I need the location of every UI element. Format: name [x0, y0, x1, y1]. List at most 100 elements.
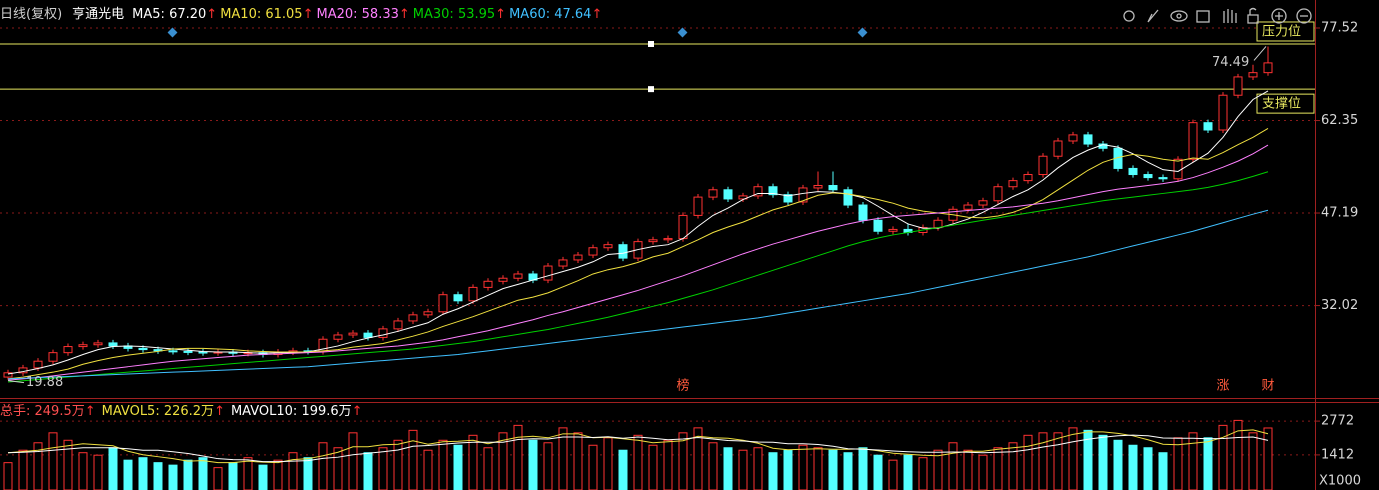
volume-bar [288, 452, 298, 490]
volume-bar [138, 457, 148, 490]
lock-icon[interactable] [1247, 7, 1259, 24]
candle-body [543, 265, 553, 281]
candle-body [108, 342, 118, 347]
legend-entry: MAVOL5: 226.2万 [102, 404, 214, 419]
volume-bar [123, 459, 133, 490]
box-icon[interactable] [1196, 10, 1210, 23]
candle-body [708, 189, 718, 198]
volume-bar [63, 439, 73, 490]
volume-bar [153, 462, 163, 490]
level-tag [1256, 21, 1315, 42]
legend: 总手: 249.5万↑ MAVOL5: 226.2万↑ MAVOL10: 199.6… [0, 404, 363, 419]
candle-body [813, 185, 823, 189]
zoom-in-plus [1275, 12, 1283, 20]
volume-bar [1113, 439, 1123, 490]
candle-body [933, 219, 943, 229]
candle-body [828, 185, 838, 191]
candle-body [603, 244, 613, 249]
volume-bar [888, 459, 898, 490]
event-marker [677, 27, 688, 38]
volume-bar [453, 444, 463, 490]
legend-entry: MA5: 67.20 [132, 7, 206, 22]
candle-body [1173, 158, 1183, 180]
draw-icon[interactable] [1147, 9, 1159, 23]
volume-bar [1128, 444, 1138, 490]
volume-bar [183, 459, 193, 490]
ma-line [7, 434, 1269, 463]
candle-body [363, 332, 373, 338]
volume-bar [78, 452, 88, 490]
legend-entry: MA30: 53.95 [413, 7, 495, 22]
event-markers [167, 27, 868, 38]
candle-body [993, 186, 1003, 202]
volume-bar [93, 454, 103, 490]
volume-bar [603, 437, 613, 490]
stock-name: 亨通光电 [72, 6, 124, 22]
volume-bar [828, 449, 838, 490]
volume-bar [243, 457, 253, 490]
ma-line [7, 209, 1269, 380]
legend-arrow: ↑ [352, 404, 363, 419]
legend-entry: MA10: 61.05 [220, 7, 302, 22]
candle-body [1128, 167, 1138, 176]
candle-body [768, 186, 778, 196]
candle-body [723, 189, 733, 200]
event-label: 榜 [676, 378, 689, 394]
candle-body [873, 219, 883, 232]
zoom-in-icon[interactable] [1271, 8, 1287, 24]
candle-body [33, 360, 43, 369]
volume-bar [318, 442, 328, 490]
toolbar[interactable] [1123, 7, 1312, 24]
volume-bar [213, 467, 223, 490]
volume-bar [873, 454, 883, 490]
volume-bar [1158, 452, 1168, 490]
candle-body [783, 194, 793, 203]
candle-body [318, 338, 328, 352]
level-label: 压力位 [1262, 24, 1301, 39]
candle-body [1053, 140, 1063, 157]
volume-bar [1068, 427, 1078, 490]
legend-entry: MA60: 47.64 [509, 7, 591, 22]
volume-bar [483, 447, 493, 490]
y-tick-label: 62.35 [1321, 113, 1358, 128]
candle-body [408, 314, 418, 322]
volume-bar [588, 444, 598, 490]
candle-body [678, 214, 688, 240]
candle-body [153, 349, 163, 352]
settings-icon[interactable] [1123, 10, 1135, 22]
volume-bar [108, 447, 118, 490]
volume-bar [468, 434, 478, 490]
candle-body [348, 332, 358, 336]
candle-body [843, 189, 853, 206]
zoom-out-icon[interactable] [1296, 8, 1312, 24]
candle-body [453, 294, 463, 302]
volume-bar [1218, 424, 1228, 490]
y-tick-label: 47.19 [1321, 206, 1358, 221]
low-pointer [7, 380, 25, 384]
candle-body [588, 247, 598, 256]
candle-body [198, 351, 208, 354]
ma-line [7, 429, 1269, 464]
view-icon[interactable] [1170, 10, 1188, 22]
candle-body [573, 254, 583, 261]
legend-arrow: ↑ [495, 7, 506, 22]
volume-bar [1263, 427, 1273, 490]
candle-body [423, 311, 433, 316]
volume-bar [678, 432, 688, 490]
hand-icon[interactable] [1223, 9, 1237, 23]
volume-bar [978, 454, 988, 490]
volume-bar [303, 457, 313, 490]
volume-bar [423, 449, 433, 490]
y-tick-label: 32.02 [1321, 298, 1358, 313]
candle-body [78, 344, 88, 348]
volume-bar [1023, 434, 1033, 490]
high-pointer [1253, 46, 1267, 61]
candle-body [693, 196, 703, 216]
candle-body [483, 280, 493, 288]
volume-bar [168, 464, 178, 490]
volume-bar [333, 447, 343, 490]
legend-entry: MA20: 58.33 [316, 7, 398, 22]
volume-bar [708, 442, 718, 490]
volume-bar [363, 452, 373, 490]
candle-body [978, 200, 988, 206]
